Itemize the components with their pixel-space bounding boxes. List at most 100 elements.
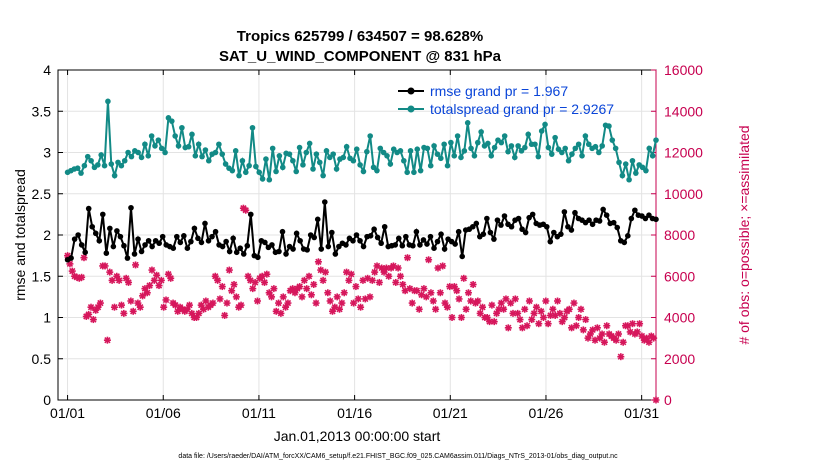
obs-point — [354, 295, 362, 303]
series-totalspread-point — [458, 154, 464, 161]
obs-point-stroke — [477, 310, 484, 317]
y-left-tick-labels: 0 0.5 1 1.5 2 2.5 3 3.5 4 — [32, 62, 52, 408]
obs-point — [453, 287, 461, 295]
obs-point-stroke — [650, 334, 657, 342]
obs-point-stroke — [186, 301, 193, 309]
series-totalspread-point — [646, 145, 653, 152]
obs-point — [556, 309, 564, 317]
obs-point-stroke — [444, 304, 451, 311]
y-right-tick-label: 8000 — [664, 227, 695, 243]
series-totalspread-point — [276, 153, 283, 159]
series-rmse-point — [142, 242, 148, 248]
series-totalspread-point — [118, 162, 125, 169]
series-totalspread-point — [364, 148, 370, 155]
data-file-footnote: data file: /Users/raeder/DAI/ATM_forcXX/… — [178, 453, 618, 460]
obs-point-stroke — [261, 279, 268, 286]
y-left-tick-label: 3.5 — [32, 103, 52, 119]
obs-point — [357, 303, 365, 311]
obs-point-stroke — [158, 277, 165, 284]
y-left-tick-label: 0 — [43, 392, 51, 408]
series-totalspread-point — [612, 145, 619, 152]
series-totalspread-point — [431, 143, 437, 149]
obs-point-stroke — [537, 308, 545, 315]
series-rmse-point — [135, 236, 141, 242]
series-totalspread-point — [145, 153, 152, 159]
obs-point — [565, 305, 573, 313]
obs-point — [366, 293, 374, 301]
obs-point — [167, 274, 175, 282]
series-obs — [64, 204, 660, 404]
obs-point-stroke — [627, 328, 634, 336]
series-rmse-point — [78, 242, 85, 248]
obs-point-stroke — [416, 306, 423, 313]
obs-point-stroke — [123, 275, 130, 282]
series-totalspread-point — [491, 144, 498, 151]
obs-point-stroke — [101, 262, 109, 270]
obs-point-stroke — [617, 353, 624, 360]
obs-point-stroke — [301, 277, 308, 284]
obs-point — [572, 322, 580, 330]
chart-title-line2: SAT_U_WIND_COMPONENT @ 831 hPa — [219, 48, 502, 65]
series-totalspread-point — [148, 133, 155, 139]
series-rmse-point — [336, 243, 342, 250]
series-rmse-line — [67, 201, 657, 261]
series-rmse-point — [434, 238, 441, 245]
series-rmse-point — [473, 220, 480, 227]
series-totalspread-point — [542, 121, 548, 128]
series-rmse-point — [262, 239, 268, 246]
obs-point — [268, 293, 276, 301]
obs-point — [298, 293, 306, 301]
y-right-tick-label: 0 — [664, 392, 672, 408]
series-rmse-point — [420, 237, 427, 243]
obs-point — [333, 293, 341, 301]
obs-point — [539, 314, 547, 321]
series-totalspread-point — [152, 143, 158, 149]
series-rmse-point — [378, 240, 384, 247]
obs-point — [614, 330, 622, 338]
obs-point-stroke — [69, 267, 76, 275]
obs-point-stroke — [202, 297, 210, 305]
series-rmse-point — [565, 223, 571, 230]
obs-point — [202, 297, 210, 305]
series-totalspread-point — [468, 145, 474, 152]
obs-point — [532, 303, 540, 311]
obs-point — [347, 270, 355, 278]
obs-point — [420, 285, 428, 293]
series-totalspread-point — [441, 141, 447, 148]
series-totalspread-point — [572, 145, 579, 152]
series-rmse-point — [561, 209, 568, 215]
x-tick-label: 01/06 — [146, 405, 181, 421]
series-totalspread-point — [303, 149, 310, 156]
y-left-tick-label: 2 — [43, 227, 51, 243]
obs-point — [396, 272, 404, 280]
obs-point — [504, 324, 512, 332]
obs-point-stroke — [188, 310, 195, 317]
obs-point-stroke — [326, 297, 334, 305]
obs-point-stroke — [97, 299, 104, 307]
series-rmse-point — [543, 223, 550, 230]
series-rmse-point — [572, 209, 578, 216]
obs-point-stroke — [87, 304, 95, 311]
obs-point-stroke — [474, 297, 481, 305]
y-right-tick-label: 14000 — [664, 103, 703, 119]
series-totalspread-point — [78, 170, 84, 176]
obs-point-stroke — [486, 318, 493, 325]
obs-point — [263, 270, 271, 278]
series-totalspread-point — [162, 149, 168, 156]
series-rmse-point — [219, 243, 226, 250]
obs-point-stroke — [104, 337, 111, 344]
series-totalspread-point — [606, 123, 612, 129]
obs-point — [593, 324, 601, 332]
obs-point — [153, 271, 161, 279]
obs-point-stroke — [139, 292, 146, 300]
obs-point — [389, 262, 397, 270]
series-totalspread-point — [596, 149, 602, 156]
series-totalspread-point — [535, 153, 542, 160]
series-totalspread-point — [128, 153, 135, 160]
series-totalspread-point — [135, 149, 141, 156]
series-rmse-point — [321, 199, 328, 205]
obs-point — [270, 285, 278, 293]
obs-point — [500, 305, 508, 313]
series-totalspread-point — [195, 141, 202, 148]
series-rmse-point — [131, 251, 138, 257]
